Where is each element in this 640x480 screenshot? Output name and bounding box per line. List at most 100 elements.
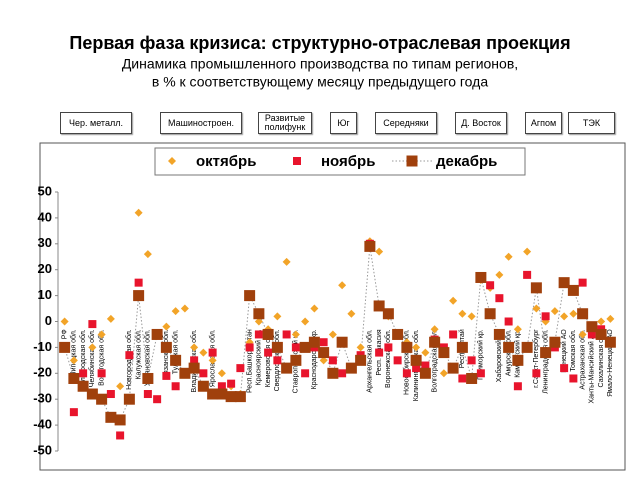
- point: [282, 257, 291, 266]
- point: [493, 328, 505, 340]
- point: [439, 369, 448, 378]
- point: [207, 388, 219, 400]
- legend-label: ноябрь: [321, 153, 375, 170]
- point: [123, 393, 135, 405]
- chart-subtitle: в % к соответствующему месяцу предыдущег…: [152, 74, 488, 90]
- point: [96, 393, 108, 405]
- group-button[interactable]: Машиностроен.: [160, 112, 242, 134]
- point: [217, 382, 226, 391]
- x-tick-label: Новгородская обл.: [125, 329, 133, 390]
- point: [151, 328, 163, 340]
- point: [558, 277, 570, 289]
- y-tick-label: -40: [33, 417, 52, 432]
- point: [199, 369, 208, 378]
- point: [179, 367, 191, 379]
- x-tick-label: г.Санкт-Петербург: [532, 329, 540, 388]
- point: [504, 317, 513, 326]
- point: [406, 155, 418, 167]
- point: [68, 372, 80, 384]
- point: [253, 308, 265, 320]
- x-tick-label: Липецкая обл.: [70, 329, 78, 376]
- point: [550, 307, 559, 316]
- group-button[interactable]: Чер. металл.: [60, 112, 132, 134]
- series-line: [64, 246, 611, 421]
- group-button[interactable]: Д. Восток: [455, 112, 507, 134]
- point: [217, 369, 226, 378]
- point: [282, 330, 291, 339]
- point: [495, 294, 504, 303]
- point: [170, 354, 182, 366]
- point: [486, 281, 495, 290]
- point: [532, 369, 541, 378]
- point: [271, 341, 283, 353]
- x-tick-label: РФ: [61, 329, 68, 339]
- point: [290, 354, 302, 366]
- group-button[interactable]: Агпом: [525, 112, 562, 134]
- point: [438, 347, 450, 359]
- point: [227, 379, 236, 388]
- group-button[interactable]: Развитые полифунк: [258, 112, 312, 134]
- point: [449, 330, 458, 339]
- point: [236, 364, 245, 373]
- point: [254, 330, 263, 339]
- point: [69, 408, 78, 417]
- y-tick-label: -10: [33, 339, 52, 354]
- point: [402, 369, 411, 378]
- chart-frame: [39, 142, 626, 471]
- x-tick-label: Волгоградская обл.: [430, 329, 438, 392]
- point: [495, 270, 504, 279]
- point: [587, 330, 596, 339]
- point: [475, 271, 487, 283]
- x-tick-label: Краснодарский кр.: [310, 329, 318, 389]
- point: [523, 247, 532, 256]
- point: [244, 290, 256, 302]
- x-tick-label: Вологодская обл.: [97, 329, 105, 386]
- point: [143, 250, 152, 259]
- point: [549, 336, 561, 348]
- point: [504, 252, 513, 261]
- x-tick-label: Ямало-Ненецкий АО: [606, 329, 614, 397]
- x-tick-label: Красноярский кр.: [255, 329, 263, 385]
- point: [541, 312, 550, 321]
- point: [447, 362, 459, 374]
- y-tick-label: 0: [45, 313, 52, 328]
- x-tick-label: Сахалинская обл.: [597, 329, 605, 387]
- point: [308, 336, 320, 348]
- point: [97, 369, 106, 378]
- point: [410, 354, 422, 366]
- point: [449, 296, 458, 305]
- point: [291, 343, 300, 352]
- group-button[interactable]: ТЭК: [568, 112, 615, 134]
- point: [106, 390, 115, 399]
- point: [597, 317, 606, 326]
- point: [264, 348, 273, 357]
- point: [595, 328, 607, 340]
- point: [319, 338, 328, 347]
- point: [160, 341, 172, 353]
- point: [512, 354, 524, 366]
- point: [142, 372, 154, 384]
- point: [88, 343, 97, 352]
- x-tick-label: Белгородская обл.: [79, 329, 87, 389]
- x-tick-label: Рязанская обл.: [162, 329, 170, 378]
- point: [412, 343, 421, 352]
- point: [188, 362, 200, 374]
- point: [401, 341, 413, 353]
- group-button[interactable]: Середняки: [375, 112, 437, 134]
- point: [190, 356, 199, 365]
- y-tick-label: 20: [38, 261, 52, 276]
- point: [513, 325, 522, 334]
- point: [373, 300, 385, 312]
- point: [336, 336, 348, 348]
- point: [171, 382, 180, 391]
- point: [116, 382, 125, 391]
- point: [327, 367, 339, 379]
- point: [458, 309, 467, 318]
- point: [419, 367, 431, 379]
- point: [421, 361, 430, 370]
- group-button[interactable]: Юг: [330, 112, 357, 134]
- point: [60, 317, 69, 326]
- point: [328, 356, 337, 365]
- point: [355, 354, 367, 366]
